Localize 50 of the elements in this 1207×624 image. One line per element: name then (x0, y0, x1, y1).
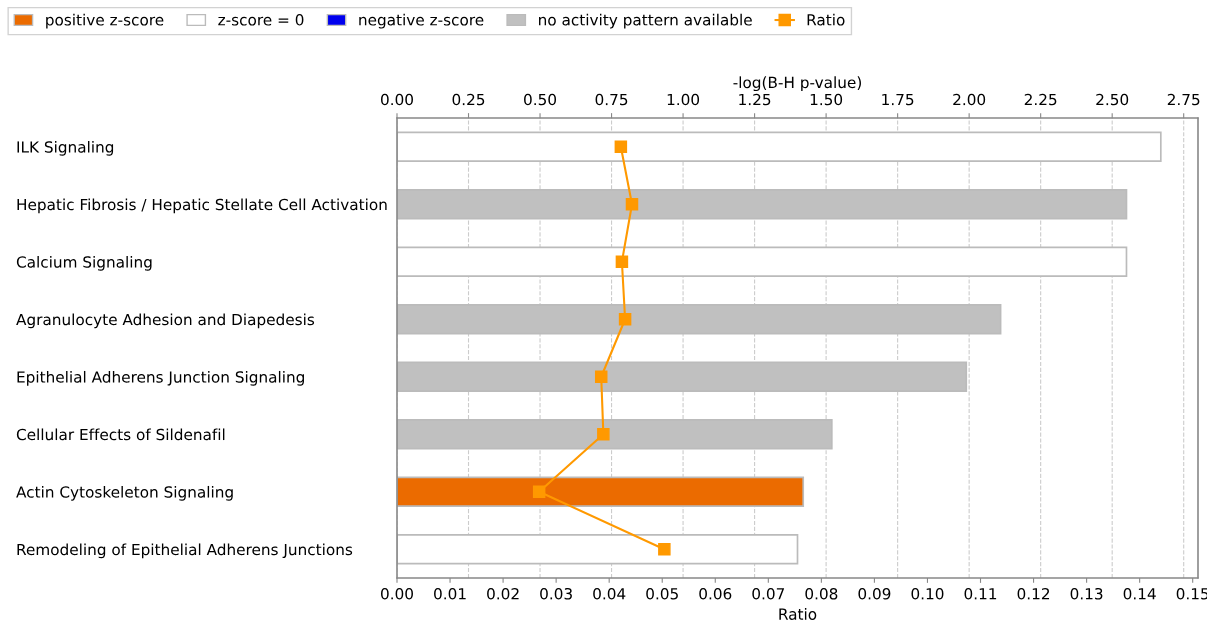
y-tick-label: Agranulocyte Adhesion and Diapedesis (16, 313, 315, 329)
x2-tick-label: 0.25 (452, 93, 485, 106)
y-tick-label: Actin Cytoskeleton Signaling (16, 485, 233, 501)
y-tick-label: Calcium Signaling (16, 255, 152, 271)
x2-tick-label: 0.75 (595, 93, 628, 106)
x-tick-label: 0.07 (752, 587, 785, 600)
x-tick-label: 0.06 (699, 587, 732, 600)
x-tick-label: 0.04 (593, 587, 626, 600)
x-tick-label: 0.05 (646, 587, 678, 600)
x-tick-label: 0.11 (964, 587, 997, 600)
point (597, 427, 610, 441)
legend-label: negative z-score (359, 13, 484, 29)
y-tick-label: Remodeling of Epithelial Adherens Junctions (17, 543, 353, 559)
y-tick-label: Hepatic Fibrosis / Hepatic Stellate Cell Activation (17, 198, 387, 214)
x-tick-label: 0.13 (1070, 587, 1103, 600)
x2-tick-label: 2.50 (1096, 93, 1129, 106)
point (618, 312, 632, 326)
x-tick-label: 0.00 (381, 587, 413, 600)
x2-tick-label: 2.00 (953, 93, 986, 106)
y-tick-label: Epithelial Adherens Junction Signaling (17, 370, 304, 386)
x2-tick-label: 1.75 (882, 93, 914, 106)
x2-tick-label: 1.50 (810, 93, 843, 106)
x-tick-label: 0.02 (487, 587, 519, 600)
x-tick-label: 0.10 (911, 587, 944, 600)
x-axis-title: Ratio (779, 608, 817, 620)
x2-tick-label: 0.00 (381, 93, 413, 106)
x2-tick-label: 1.00 (667, 93, 700, 106)
y-tick-label: ILK Signaling (17, 140, 114, 156)
x-tick-label: 0.01 (434, 587, 466, 600)
x2-tick-label: 1.25 (739, 93, 771, 106)
legend-label: z-score = 0 (218, 14, 304, 26)
legend-label: positive z-score (46, 13, 164, 29)
point (625, 197, 639, 211)
x2-tick-label: 2.25 (1024, 93, 1057, 106)
point (614, 140, 628, 154)
point (594, 370, 608, 384)
x-tick-label: 0.14 (1123, 587, 1156, 600)
y-tick-label: Cellular Effects of Sildenafil (16, 428, 225, 441)
x-tick-label: 0.03 (540, 587, 572, 600)
point (615, 255, 629, 269)
legend-label: Ratio (807, 13, 845, 26)
x2-tick-label: 0.50 (524, 93, 557, 106)
point (658, 542, 671, 556)
legend-label: no activity pattern available (539, 13, 752, 29)
x-tick-label: 0.12 (1017, 587, 1050, 600)
x2-axis-title: -log(B-H p-value) (733, 76, 861, 92)
point (532, 485, 546, 499)
x-tick-label: 0.09 (858, 587, 891, 600)
x-tick-label: 0.08 (805, 587, 838, 600)
x2-tick-label: 2.75 (1167, 93, 1200, 106)
